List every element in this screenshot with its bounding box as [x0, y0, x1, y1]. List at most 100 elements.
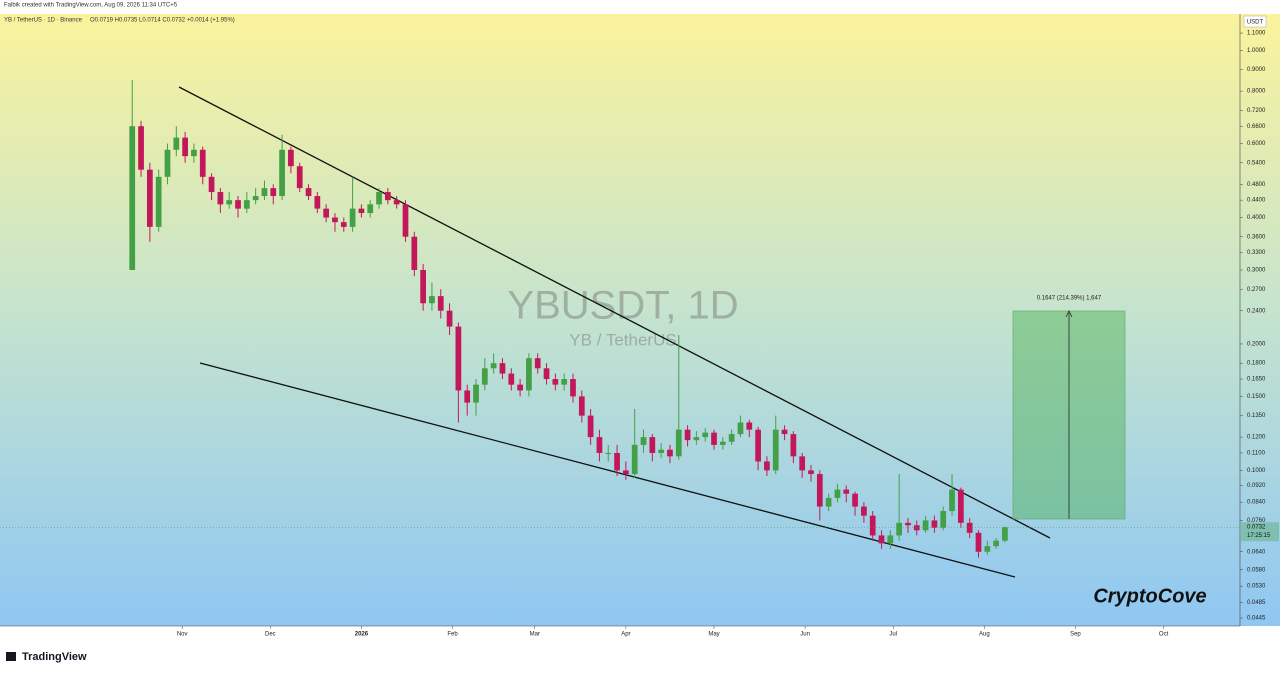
- candle-body: [596, 437, 603, 453]
- candle-body: [772, 429, 779, 471]
- candle-body: [623, 470, 629, 475]
- candle-body: [781, 429, 788, 435]
- candle-body: [323, 208, 330, 218]
- y-tick-label: 0.7200: [1247, 108, 1266, 114]
- candle-body: [799, 456, 806, 471]
- y-tick-label: 0.3000: [1247, 268, 1266, 274]
- y-tick-label: 0.3600: [1247, 234, 1266, 240]
- candle-body: [543, 368, 550, 380]
- y-tick-label: 0.1200: [1247, 435, 1266, 441]
- candle-body: [825, 497, 832, 507]
- candle-body: [252, 196, 259, 201]
- candle-body: [719, 441, 726, 445]
- candle-body: [843, 489, 850, 494]
- candle-body: [808, 470, 814, 475]
- y-tick-label: 0.3300: [1247, 250, 1266, 256]
- candle-body: [164, 149, 171, 177]
- candle-body: [693, 437, 700, 441]
- candle-body: [940, 511, 947, 528]
- candle-body: [587, 415, 594, 438]
- candle-body: [411, 236, 418, 271]
- y-tick-label: 0.0530: [1247, 584, 1266, 590]
- y-tick-label: 0.1500: [1247, 394, 1266, 400]
- last-price-tag: [1241, 522, 1279, 542]
- candle-body: [437, 296, 444, 311]
- candle-body: [887, 535, 894, 544]
- y-tick-label: 0.2000: [1247, 342, 1266, 348]
- candle-body: [852, 493, 858, 507]
- candle-body: [640, 437, 647, 445]
- candle-body: [288, 149, 294, 167]
- candle-body: [473, 384, 479, 403]
- candle-body: [755, 429, 761, 462]
- candle-body: [464, 390, 471, 403]
- candle-body: [605, 452, 612, 454]
- y-unit: USDT: [1247, 20, 1264, 26]
- candle-body: [993, 540, 999, 547]
- y-tick-label: 0.1350: [1247, 413, 1266, 419]
- candle-body: [191, 149, 197, 157]
- candle-body: [570, 379, 576, 397]
- y-tick-label: 0.0580: [1247, 567, 1266, 573]
- candle-body: [155, 176, 162, 227]
- countdown: 17:25:15: [1247, 533, 1271, 539]
- candle-body: [393, 200, 400, 205]
- y-tick-label: 0.4000: [1247, 215, 1266, 221]
- symbol-info: YB / TetherUS · 1D · Binance: [4, 18, 83, 24]
- candle-body: [138, 126, 144, 170]
- candle-body: [182, 137, 188, 157]
- candle-body: [358, 208, 365, 214]
- candle-body: [711, 432, 717, 445]
- candle-body: [578, 396, 585, 416]
- y-tick-label: 0.6600: [1247, 124, 1266, 130]
- candle-body: [913, 525, 920, 531]
- x-tick-label: Aug: [979, 632, 990, 638]
- candle-body: [790, 434, 797, 457]
- y-tick-label: 0.5400: [1247, 160, 1266, 166]
- candle-body: [675, 429, 682, 457]
- brand: TradingView: [22, 651, 87, 663]
- candle-body: [861, 506, 867, 516]
- candle-body: [481, 368, 488, 385]
- candle-body: [966, 522, 973, 533]
- y-tick-label: 0.1000: [1247, 468, 1266, 474]
- candle-body: [376, 192, 382, 205]
- candle-body: [667, 449, 673, 457]
- y-tick-label: 0.4800: [1247, 182, 1266, 188]
- candle-body: [649, 437, 656, 453]
- x-tick-label: 2026: [355, 632, 369, 638]
- candle-body: [728, 434, 735, 442]
- candle-body: [243, 200, 250, 209]
- y-tick-label: 0.0445: [1247, 616, 1266, 622]
- candle-body: [499, 363, 506, 374]
- candle-body: [508, 373, 515, 385]
- y-tick-label: 0.0840: [1247, 500, 1266, 506]
- x-tick-label: Feb: [447, 632, 458, 638]
- candle-body: [261, 188, 268, 197]
- price-axis-background: [1240, 14, 1280, 626]
- candle-body: [552, 379, 559, 385]
- candle-body: [385, 192, 391, 201]
- candle-body: [764, 461, 770, 471]
- y-tick-label: 0.0640: [1247, 549, 1266, 555]
- y-tick-label: 0.8000: [1247, 89, 1266, 95]
- measure-arrowhead: [1065, 310, 1073, 318]
- candle-body: [173, 137, 180, 150]
- candle-body: [975, 532, 982, 552]
- y-tick-label: 0.9000: [1247, 67, 1266, 73]
- candle-body: [429, 296, 435, 304]
- y-tick-label: 0.1100: [1247, 451, 1266, 457]
- credit: Falbik created with TradingView.com, Aug…: [4, 3, 178, 9]
- y-tick-label: 0.0920: [1247, 483, 1266, 489]
- candle-body: [455, 326, 462, 391]
- candle-body: [702, 432, 709, 438]
- y-tick-label: 0.4400: [1247, 198, 1266, 204]
- candle-body: [517, 384, 523, 391]
- candle-body: [984, 546, 991, 552]
- candle-body: [129, 126, 136, 271]
- candle-body: [314, 196, 321, 209]
- y-tick-label: 1.0000: [1247, 48, 1266, 54]
- last-price-label: 0.0732: [1247, 524, 1266, 530]
